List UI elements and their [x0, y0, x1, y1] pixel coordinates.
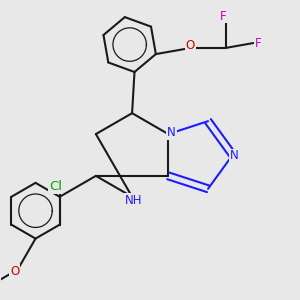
Text: N: N	[167, 126, 176, 139]
Text: F: F	[255, 37, 262, 50]
Text: N: N	[230, 149, 239, 163]
Text: F: F	[220, 10, 226, 22]
Text: O: O	[185, 39, 195, 52]
Text: NH: NH	[125, 194, 143, 207]
Text: O: O	[10, 265, 19, 278]
Text: Cl: Cl	[49, 180, 62, 193]
